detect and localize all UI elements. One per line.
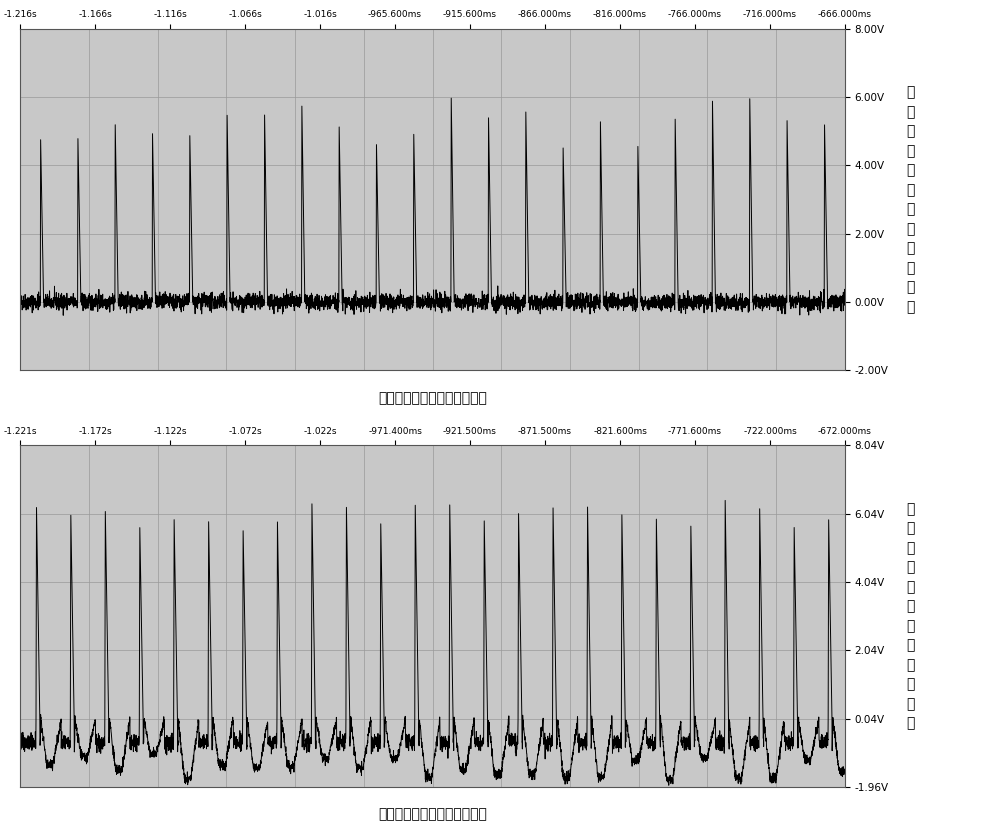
Text: 电
压
值
与
冲
击
扭
矩
线
性
相
关: 电 压 值 与 冲 击 扭 矩 线 性 相 关 (906, 86, 914, 314)
Text: 电
压
值
与
冲
击
扭
矩
线
性
相
关: 电 压 值 与 冲 击 扭 矩 线 性 相 关 (906, 502, 914, 730)
Text: 第一档转速时的冲击扭矩波形: 第一档转速时的冲击扭矩波形 (378, 391, 487, 405)
Text: 第二档转速时的冲击扭矩波形: 第二档转速时的冲击扭矩波形 (378, 808, 487, 822)
